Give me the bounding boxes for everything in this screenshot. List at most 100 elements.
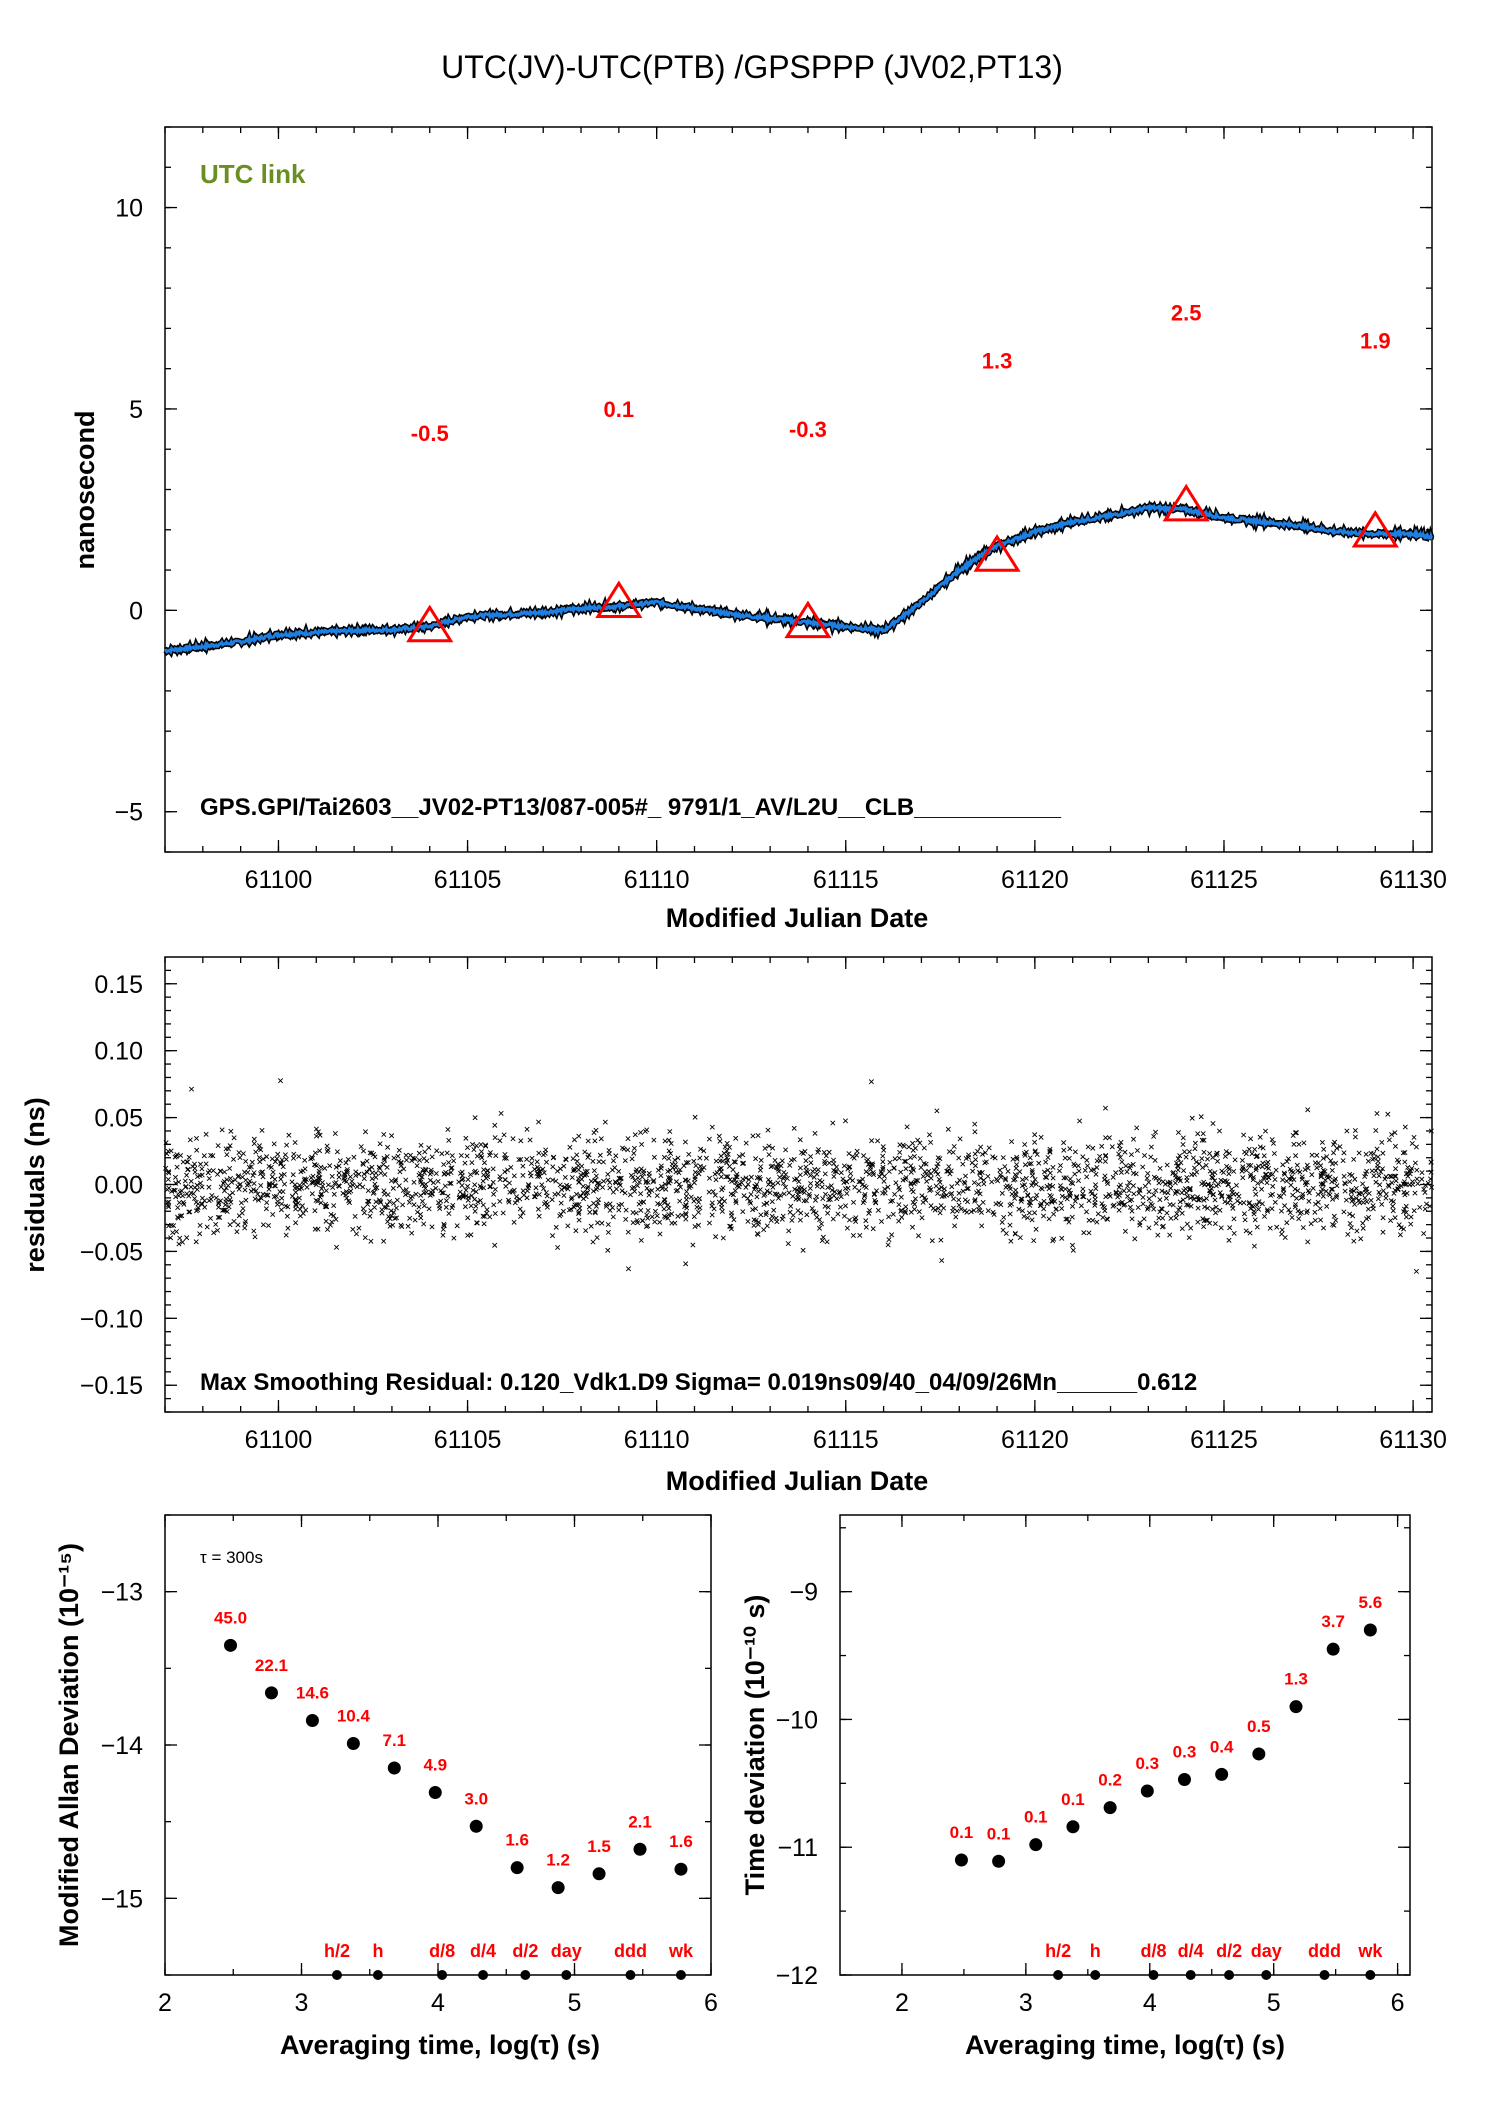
residual-point	[259, 1127, 265, 1133]
residual-point	[416, 1157, 423, 1163]
residual-point	[207, 1168, 213, 1174]
residual-point	[318, 1164, 324, 1170]
time-mark-point	[1224, 1970, 1235, 1980]
residual-point	[1320, 1193, 1326, 1199]
residual-point	[349, 1178, 355, 1184]
residual-point	[639, 1174, 645, 1180]
x-tick-label: 5	[1267, 1989, 1281, 2017]
residual-point	[553, 1224, 559, 1230]
residual-point	[1231, 1216, 1237, 1222]
residual-point	[623, 1207, 629, 1213]
residual-point	[462, 1204, 468, 1210]
residual-point	[1099, 1201, 1105, 1207]
residual-point	[1428, 1184, 1435, 1190]
residual-point	[501, 1132, 507, 1138]
residual-point	[590, 1158, 596, 1164]
residual-point	[1027, 1155, 1033, 1161]
residual-point	[646, 1188, 652, 1194]
residual-point	[1019, 1177, 1026, 1183]
residual-point	[887, 1159, 893, 1165]
residual-point	[898, 1208, 904, 1214]
residual-point	[892, 1191, 898, 1197]
residual-point	[1264, 1208, 1271, 1214]
residual-point	[1265, 1159, 1271, 1165]
residual-point	[1226, 1150, 1232, 1156]
residual-point	[917, 1155, 923, 1162]
residual-point	[1196, 1161, 1202, 1167]
residual-point	[409, 1230, 415, 1236]
residual-point	[893, 1180, 899, 1186]
residual-point	[635, 1220, 641, 1226]
residual-point	[926, 1132, 933, 1138]
residual-point	[602, 1119, 608, 1125]
residual-point	[1267, 1225, 1273, 1231]
residual-point	[281, 1171, 287, 1177]
residual-point	[725, 1174, 731, 1180]
residual-point	[1296, 1216, 1302, 1222]
residual-point	[1050, 1164, 1056, 1170]
residual-point	[286, 1132, 292, 1138]
residual-point	[998, 1172, 1004, 1178]
residual-point	[1331, 1213, 1337, 1219]
residual-point	[1232, 1157, 1238, 1163]
residual-point	[779, 1158, 785, 1164]
residual-point	[1156, 1176, 1162, 1182]
residual-point	[1360, 1181, 1366, 1187]
residual-point	[537, 1168, 543, 1174]
residual-point	[1113, 1190, 1119, 1196]
residual-point	[210, 1168, 216, 1174]
residual-point	[846, 1151, 852, 1157]
residual-point	[269, 1174, 275, 1180]
residual-point	[886, 1168, 892, 1175]
residual-point	[999, 1219, 1005, 1225]
residual-point	[923, 1161, 929, 1167]
residual-point	[491, 1202, 497, 1208]
residual-point	[603, 1201, 610, 1207]
residual-point	[358, 1144, 364, 1150]
residual-point	[881, 1178, 887, 1184]
residual-point	[964, 1209, 970, 1215]
residual-point	[592, 1209, 598, 1215]
residual-point	[1113, 1170, 1119, 1176]
residual-point	[871, 1191, 878, 1197]
residual-point	[535, 1206, 541, 1212]
residual-point	[236, 1186, 242, 1192]
residual-point	[1364, 1168, 1370, 1174]
residual-point	[889, 1198, 896, 1204]
residual-point	[971, 1207, 977, 1213]
residual-point	[1152, 1129, 1159, 1135]
residual-point	[809, 1205, 815, 1211]
residual-point	[696, 1199, 702, 1205]
residual-point	[1251, 1208, 1257, 1214]
residual-point	[1224, 1178, 1230, 1185]
residual-point	[560, 1208, 566, 1214]
residual-point	[433, 1170, 439, 1177]
residual-point	[1380, 1215, 1386, 1221]
residual-point	[1272, 1199, 1278, 1205]
residual-point	[666, 1180, 672, 1186]
residual-point	[449, 1165, 455, 1171]
residual-point	[646, 1170, 652, 1176]
residual-point	[310, 1179, 316, 1185]
residual-point	[575, 1163, 581, 1169]
residual-point	[1009, 1139, 1015, 1145]
residual-point	[245, 1169, 251, 1175]
y-tick-label: −11	[777, 1834, 818, 1862]
residual-point	[1063, 1216, 1069, 1222]
residual-point	[1010, 1156, 1016, 1162]
residual-point	[588, 1178, 594, 1184]
residual-point	[446, 1137, 452, 1143]
offset-markers: -0.50.1-0.31.32.51.9	[406, 300, 1399, 643]
residual-point	[1194, 1194, 1201, 1200]
y-tick-label: −13	[101, 1579, 143, 1607]
y-tick-label: 0.10	[94, 1038, 143, 1066]
residual-point	[253, 1188, 259, 1194]
residual-point	[297, 1206, 303, 1212]
residual-point	[1067, 1192, 1073, 1198]
residual-point	[312, 1162, 318, 1168]
residual-point	[224, 1208, 230, 1215]
residual-point	[1292, 1130, 1298, 1136]
residual-point	[641, 1170, 647, 1176]
residual-point	[1063, 1175, 1069, 1181]
residual-point	[1260, 1145, 1266, 1151]
